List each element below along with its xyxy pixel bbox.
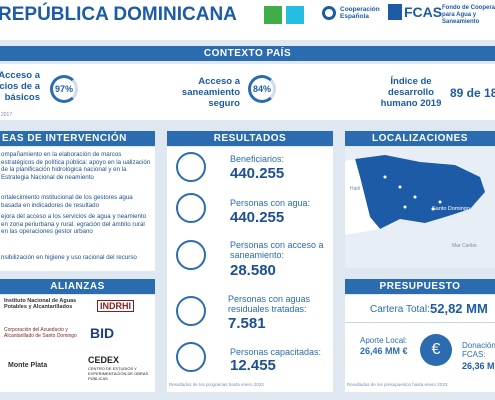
stat-circle: 84% [248,75,276,103]
icon-people [176,152,206,182]
section-header: LOCALIZACIONES [345,131,495,146]
budget-value: 26,46 MM € [360,346,408,356]
budget-value: 26,36 M [462,361,495,371]
header-band [0,0,495,40]
sdg-icon [286,6,304,24]
section-header: PRESUPUESTO [345,279,495,294]
result-label: Beneficiarios: [230,154,285,164]
section-header: RESULTADOS [167,131,333,146]
icon-pipe [176,240,206,270]
partner-logo: Instituto Nacional de Aguas Potables y A… [4,298,77,310]
logo-cooperacion: Cooperación Española [340,6,380,20]
area-item: nsibilización en higiene y uso racional … [1,254,137,261]
euro-icon: € [420,334,452,366]
map-label: Haití [350,186,361,192]
partner-logo: INDRHI [97,300,134,312]
partner-logo: BID [90,325,115,341]
neighbor-shape [345,159,380,235]
icon-tap [176,193,206,223]
area-item: ortalecimiento institucional de los gest… [1,194,133,209]
result-label: Personas con agua: [230,198,311,208]
stat-value: 89 de 18 [450,86,495,100]
note: Resultados de los programas hasta enero … [169,382,264,387]
logo-mark [388,4,402,20]
icon-training [176,342,206,372]
map [345,155,485,235]
partner-logo: Corporación del Acueducto y Alcantarilla… [4,327,77,339]
page-title: REPÚBLICA DOMINICANA [0,4,237,25]
map-label: Mar Caribe [452,243,477,249]
map-label: Santo Domingo [432,206,470,212]
sdg-icon [264,6,282,24]
result-value: 7.581 [228,315,266,332]
context-panel [0,64,495,120]
section-header: CONTEXTO PAÍS [0,46,495,61]
budget-label: Cartera Total: [370,304,430,315]
note: 2017 [1,112,13,118]
result-label: Personas con aguas residuales tratadas: [228,294,311,314]
partner-logo: CENTRO DE ESTUDIOS Y EXPERIMENTACIÓN DE … [88,366,149,381]
area-item: ompañamiento en la elaboración de marcos… [1,151,151,181]
section-header: EAS DE INTERVENCIÓN [0,131,155,146]
budget-label: Donación FCAS: [462,341,495,359]
area-item: ejora del acceso a los servicios de agua… [1,213,147,236]
result-value: 28.580 [230,262,276,279]
stat-circle: 97% [50,75,78,103]
result-value: 12.455 [230,357,276,374]
logo-mark [322,6,336,20]
stat-label: Índice de desarrollo humano 2019 [380,76,442,109]
result-value: 440.255 [230,209,285,226]
section-header: ALIANZAS [0,279,155,294]
areas-panel [0,147,155,271]
result-label: Personas capacitadas: [230,347,322,357]
result-value: 440.255 [230,165,285,182]
divider [345,322,495,323]
location-dots [383,175,442,211]
logo-fcas-text: Fondo de Cooperación para Agua y Saneami… [442,5,495,25]
budget-label: Aporte Local: [360,336,408,345]
icon-treatment [176,296,206,326]
stat-label: Acceso a saneamiento seguro [181,76,240,109]
note: Resultados de los presupuestos hasta ene… [347,382,448,387]
stat-label: Acceso a vicios de a básicos [0,70,40,103]
budget-value: 52,82 MM [430,301,488,316]
partner-logo: Monte Plata [8,362,48,369]
partner-logo: CEDEX [88,355,120,365]
country-shape [355,155,485,229]
result-label: Personas con acceso a saneamiento: [230,240,324,260]
logo-fcas: FCAS [404,4,443,20]
